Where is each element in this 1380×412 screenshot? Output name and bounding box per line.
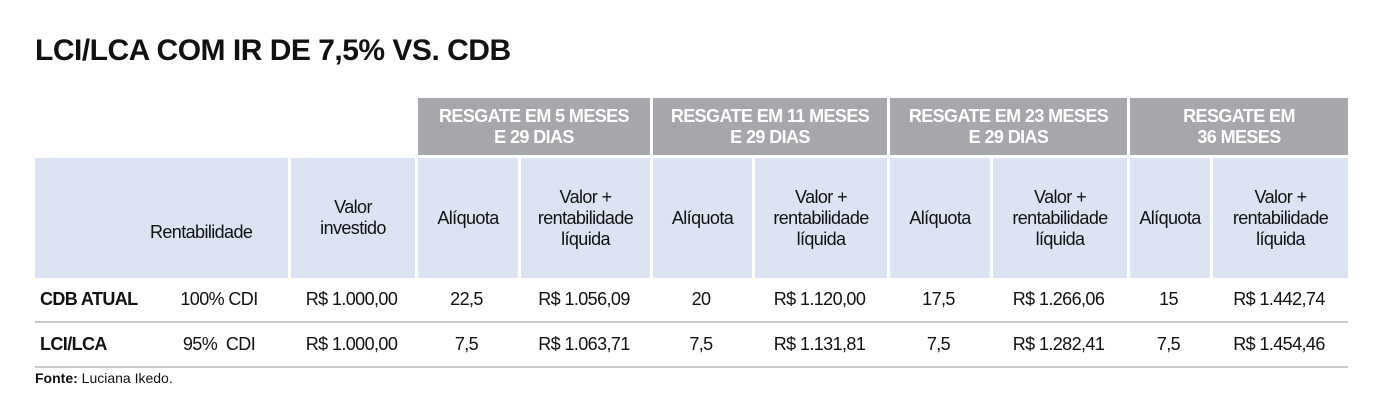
header-valor-liquido: Valor + rentabilidade líquida bbox=[990, 155, 1127, 278]
header-aliquota: Alíquota bbox=[650, 155, 752, 278]
cell-aliquota: 7,5 bbox=[415, 323, 518, 368]
cell-valor-liquido: R$ 1.266,06 bbox=[990, 278, 1127, 323]
row-label: CDB ATUAL bbox=[35, 278, 150, 323]
header-valor-liquido: Valor + rentabilidade líquida bbox=[518, 155, 650, 278]
row-label: LCI/LCA bbox=[35, 323, 150, 368]
cell-aliquota: 22,5 bbox=[415, 278, 518, 323]
cell-aliquota: 17,5 bbox=[887, 278, 990, 323]
header-rentabilidade: Rentabilidade bbox=[150, 155, 288, 278]
cell-aliquota: 7,5 bbox=[1127, 323, 1210, 368]
cell-rentabilidade: 100% CDI bbox=[150, 278, 288, 323]
cell-valor-liquido: R$ 1.063,71 bbox=[518, 323, 650, 368]
group-header: RESGATE EM 36 MESES bbox=[1127, 98, 1348, 155]
page-title: LCI/LCA COM IR DE 7,5% VS. CDB bbox=[35, 34, 511, 67]
source-note: Fonte: Luciana Ikedo. bbox=[35, 370, 173, 386]
cell-aliquota: 20 bbox=[650, 278, 752, 323]
header-valor-liquido: Valor + rentabilidade líquida bbox=[752, 155, 887, 278]
header-aliquota: Alíquota bbox=[415, 155, 518, 278]
header-valor-investido: Valor investido bbox=[288, 155, 415, 278]
header-blank bbox=[35, 155, 150, 278]
cell-aliquota: 7,5 bbox=[887, 323, 990, 368]
group-header: RESGATE EM 23 MESES E 29 DIAS bbox=[887, 98, 1127, 155]
cell-valor-liquido: R$ 1.282,41 bbox=[990, 323, 1127, 368]
cell-valor-investido: R$ 1.000,00 bbox=[288, 323, 415, 368]
cell-valor-liquido: R$ 1.120,00 bbox=[752, 278, 887, 323]
table-row: CDB ATUAL 100% CDI R$ 1.000,00 22,5 R$ 1.056… bbox=[35, 278, 1348, 323]
header-valor-liquido: Valor + rentabilidade líquida bbox=[1210, 155, 1348, 278]
header-aliquota: Alíquota bbox=[887, 155, 990, 278]
table-row: LCI/LCA 95% CDI R$ 1.000,00 7,5 R$ 1.063,71 7… bbox=[35, 323, 1348, 368]
cell-valor-liquido: R$ 1.454,46 bbox=[1210, 323, 1348, 368]
cell-valor-liquido: R$ 1.131,81 bbox=[752, 323, 887, 368]
cell-aliquota: 7,5 bbox=[650, 323, 752, 368]
cell-aliquota: 15 bbox=[1127, 278, 1210, 323]
cell-valor-investido: R$ 1.000,00 bbox=[288, 278, 415, 323]
cell-valor-liquido: R$ 1.056,09 bbox=[518, 278, 650, 323]
group-header: RESGATE EM 11 MESES E 29 DIAS bbox=[650, 98, 887, 155]
group-header: RESGATE EM 5 MESES E 29 DIAS bbox=[415, 98, 650, 155]
cell-rentabilidade: 95% CDI bbox=[150, 323, 288, 368]
empty-corner bbox=[35, 98, 415, 155]
comparison-table: RESGATE EM 5 MESES E 29 DIAS RESGATE EM 11… bbox=[35, 98, 1348, 368]
header-aliquota: Alíquota bbox=[1127, 155, 1210, 278]
cell-valor-liquido: R$ 1.442,74 bbox=[1210, 278, 1348, 323]
